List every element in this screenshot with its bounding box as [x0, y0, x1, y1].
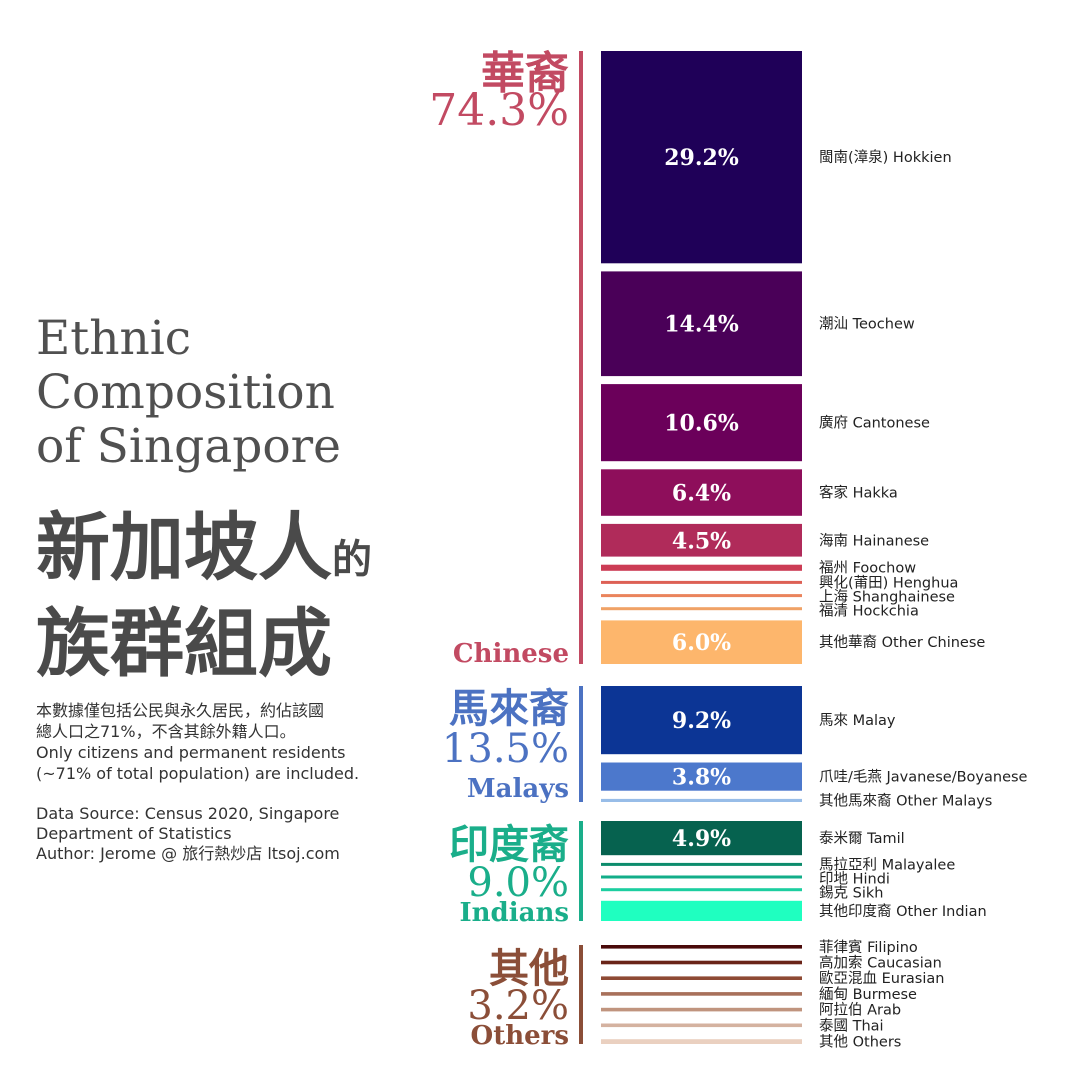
title-zh-line2: 族群組成 [36, 601, 332, 687]
title-en-line: Composition [36, 365, 335, 420]
group-title-zh: 印度裔 [449, 821, 569, 868]
category-label: 上海 Shanghainese [819, 588, 955, 605]
bar-segment [601, 580, 802, 584]
bar-segment [601, 976, 802, 980]
group-axis-line [579, 51, 583, 664]
bar-segment [601, 469, 802, 516]
category-label: 其他馬來裔 Other Malays [819, 793, 992, 810]
bar-segment [601, 992, 802, 996]
source-line: Data Source: Census 2020, Singapore [36, 804, 340, 823]
category-label: 其他印度裔 Other Indian [819, 903, 987, 920]
left-panel: Ethnic Composition of Singapore 新加坡人的 族群… [36, 0, 416, 1080]
category-label: 福清 Hockchia [819, 602, 919, 619]
category-label: 潮汕 Teochew [819, 316, 915, 333]
category-label: 馬來 Malay [819, 712, 896, 729]
category-label: 客家 Hakka [819, 485, 898, 502]
category-label: 菲律賓 Filipino [819, 938, 918, 956]
title-zh-particle: 的 [332, 536, 372, 583]
group-total-label: 3.2% [467, 983, 569, 1029]
bar-value-label: 4.5% [672, 528, 731, 554]
bar-value-label: 3.8% [672, 765, 731, 791]
bar-segment [601, 888, 802, 892]
bar-segment [601, 620, 802, 664]
title-en-line: of Singapore [36, 419, 341, 474]
bar-segment [601, 607, 802, 611]
note-line: (~71% of total population) are included. [36, 764, 360, 783]
group-total-label: 9.0% [467, 860, 569, 906]
source-credit: Data Source: Census 2020, Singapore Depa… [36, 804, 340, 864]
category-label: 福州 Foochow [819, 560, 916, 577]
group-title-en: Indians [459, 898, 569, 928]
bar-value-label: 9.2% [672, 708, 731, 734]
category-label: 其他 Others [819, 1034, 901, 1051]
category-label: 興化(莆田) Henghua [819, 574, 958, 591]
bar-segment [601, 686, 802, 755]
bar-segment [601, 1007, 802, 1012]
title-zh-main: 新加坡人 [36, 505, 332, 591]
group-title-en: Chinese [453, 639, 569, 669]
bar-segment [601, 945, 802, 949]
bar-segment [601, 862, 802, 866]
bar-segment [601, 1023, 802, 1028]
category-label: 緬甸 Burmese [819, 986, 917, 1003]
group-title-zh: 華裔 [481, 48, 569, 99]
category-label: 海南 Hainanese [819, 532, 929, 549]
category-label: 馬拉亞利 Malayalee [819, 856, 955, 873]
category-label: 爪哇/毛燕 Javanese/Boyanese [819, 769, 1028, 786]
bar-segment [601, 51, 802, 264]
group-axis-line [579, 945, 583, 1044]
note-line: 總人口之71%，不含其餘外籍人口。 [36, 722, 296, 741]
category-label: 閩南(漳泉) Hokkien [819, 148, 952, 166]
group-axis-line [579, 821, 583, 921]
group-axis-line [579, 686, 583, 802]
category-label: 其他華裔 Other Chinese [819, 634, 985, 651]
title-english: Ethnic Composition of Singapore [36, 312, 341, 474]
source-line: Department of Statistics [36, 824, 232, 843]
category-label: 廣府 Cantonese [819, 415, 930, 432]
group-title-en: Others [471, 1021, 569, 1051]
bar-segment [601, 960, 802, 965]
bar-segment [601, 594, 802, 598]
bar-segment [601, 798, 802, 802]
title-en-line: Ethnic [36, 311, 192, 366]
bar-segment [601, 564, 802, 571]
note-line: 本數據僅包括公民與永久居民，約佔該國 [36, 701, 325, 720]
group-title-zh: 其他 [489, 945, 569, 992]
group-total-label: 13.5% [442, 726, 569, 772]
bar-value-label: 6.4% [672, 481, 731, 507]
bar-segment [601, 821, 802, 856]
note-line: Only citizens and permanent residents [36, 743, 346, 762]
group-total-label: 74.3% [429, 85, 569, 136]
author-line: Author: Jerome @ 旅行熱炒店 ltsoj.com [36, 844, 340, 863]
bar-value-label: 6.0% [672, 630, 731, 656]
group-title-en: Malays [467, 774, 569, 804]
bar-segment [601, 523, 802, 557]
bar-value-label: 10.6% [664, 411, 739, 437]
scope-note: 本數據僅包括公民與永久居民，約佔該國 總人口之71%，不含其餘外籍人口。 Onl… [36, 700, 359, 784]
bar-segment [601, 762, 802, 791]
category-label: 阿拉伯 Arab [819, 1002, 901, 1019]
title-chinese: 新加坡人的 族群組成 [36, 506, 372, 686]
bar-value-label: 14.4% [664, 312, 739, 338]
category-label: 泰米爾 Tamil [819, 830, 905, 847]
bar-segment [601, 1039, 802, 1044]
category-label: 錫克 Sikh [819, 884, 883, 901]
bar-value-label: 29.2% [664, 145, 739, 171]
group-title-zh: 馬來裔 [449, 685, 569, 732]
bar-segment [601, 875, 802, 879]
bar-segment [601, 900, 802, 921]
category-label: 歐亞混血 Eurasian [819, 970, 944, 987]
bar-value-label: 4.9% [672, 826, 731, 852]
category-label: 高加索 Caucasian [819, 955, 942, 972]
bar-segment [601, 384, 802, 462]
bar-segment [601, 271, 802, 377]
category-label: 泰國 Thai [819, 1017, 884, 1034]
category-label: 印地 Hindi [819, 870, 890, 887]
